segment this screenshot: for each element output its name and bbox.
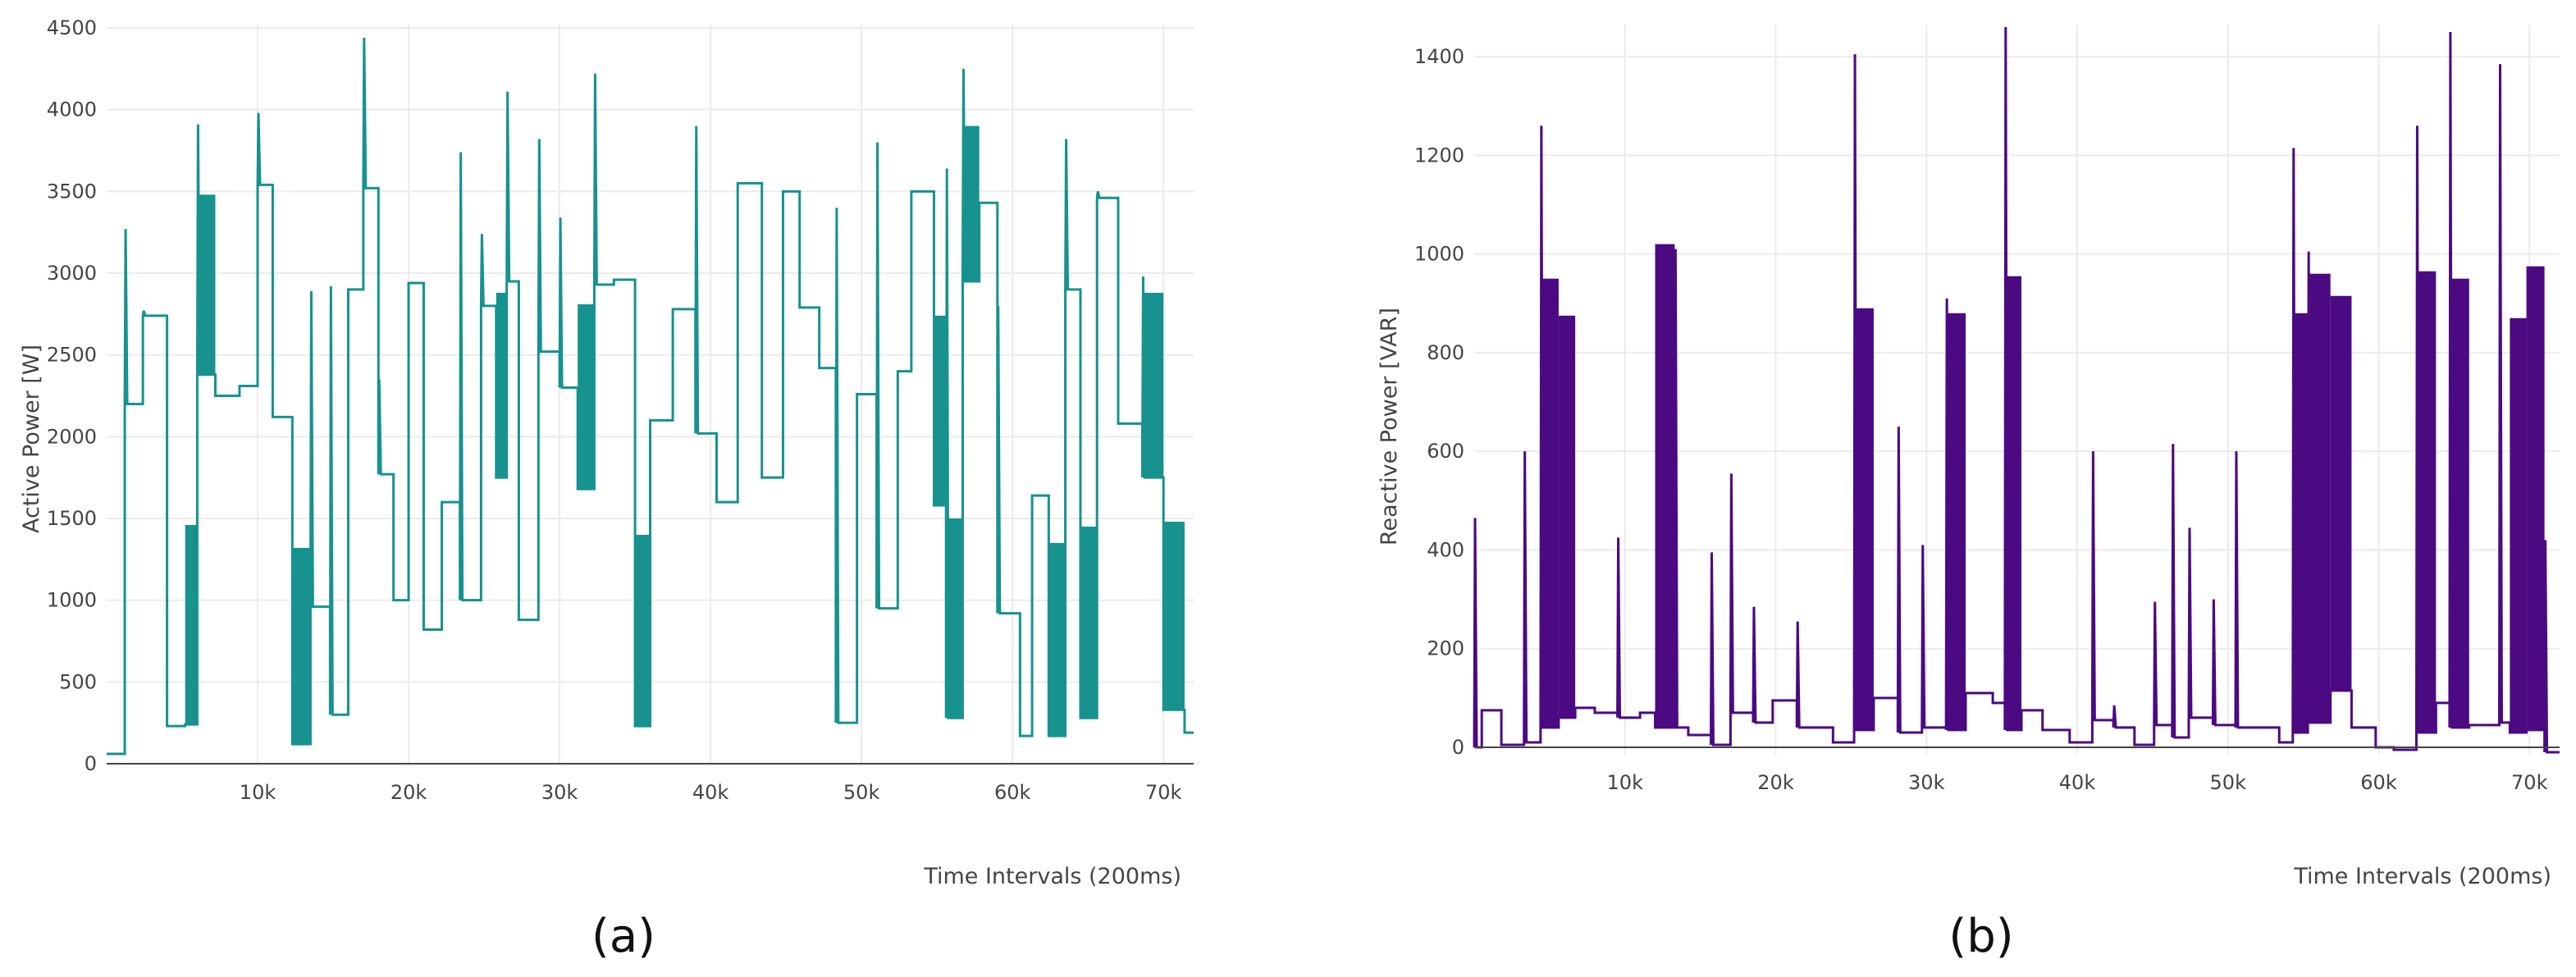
panel-caption: (b) [1948, 910, 2013, 963]
oscillation-band [2292, 313, 2309, 733]
oscillation-band [2308, 273, 2331, 723]
oscillation-band [635, 534, 651, 727]
oscillation-band [578, 304, 595, 490]
x-tick-label: 60k [994, 781, 1031, 804]
chart-panel-active-power: 10k 20k 30k 40k 50k 60k 70k 0 500 1000 1500 2000 250… [19, 16, 1194, 963]
x-tick-label: 50k [843, 781, 880, 804]
data-series-reactive-power [1473, 27, 2560, 754]
x-tick-label: 20k [391, 781, 427, 804]
oscillation-band [496, 292, 507, 478]
oscillation-band [197, 194, 216, 375]
y-tick-label: 3000 [47, 262, 97, 285]
y-tick-label: 500 [59, 670, 97, 693]
y-axis-title: Active Power [W] [19, 345, 44, 533]
y-axis-title: Reactive Power [VAR] [1377, 308, 1402, 546]
oscillation-band [2526, 266, 2545, 730]
panel-caption: (a) [591, 910, 655, 963]
oscillation-band [292, 547, 311, 745]
oscillation-band [1558, 315, 1576, 718]
x-axis-title: Time Intervals (200ms) [923, 864, 1181, 889]
y-tick-label: 0 [84, 752, 97, 775]
gridlines [107, 25, 1194, 765]
tick-labels: 10k 20k 30k 40k 50k 60k 70k 0 500 1000 1500 2000 250… [47, 16, 1182, 804]
x-tick-label: 20k [1757, 771, 1794, 794]
y-tick-label: 0 [1452, 736, 1464, 759]
y-tick-label: 400 [1427, 538, 1464, 561]
y-tick-label: 1500 [47, 507, 97, 530]
oscillation-band [1854, 308, 1874, 730]
oscillation-band [1946, 313, 1966, 730]
x-axis-title: Time Intervals (200ms) [2293, 864, 2551, 889]
y-tick-label: 800 [1427, 341, 1464, 364]
x-tick-label: 40k [2059, 771, 2096, 794]
x-tick-label: 70k [1145, 781, 1182, 804]
oscillation-band [946, 518, 963, 719]
x-tick-label: 10k [240, 781, 276, 804]
y-tick-label: 200 [1427, 637, 1464, 660]
series-line [107, 37, 1194, 756]
y-tick-label: 1400 [1414, 45, 1464, 68]
oscillation-band [1163, 521, 1185, 710]
tick-labels: 10k 20k 30k 40k 50k 60k 70k 0 200 400 600 800 1000 12… [1414, 45, 2548, 794]
y-tick-label: 2500 [47, 344, 97, 367]
x-tick-label: 30k [1908, 771, 1945, 794]
oscillation-band [2004, 276, 2022, 730]
y-tick-label: 4500 [47, 16, 97, 39]
x-tick-label: 40k [692, 781, 729, 804]
oscillation-band [934, 315, 947, 506]
x-tick-label: 30k [541, 781, 578, 804]
y-tick-label: 2000 [47, 425, 97, 448]
x-tick-label: 10k [1607, 771, 1644, 794]
oscillation-band [2510, 317, 2527, 733]
oscillation-band [2330, 295, 2352, 691]
oscillation-band [1540, 278, 1559, 728]
oscillation-band [2449, 278, 2469, 728]
x-tick-label: 50k [2210, 771, 2247, 794]
oscillation-band [1048, 542, 1066, 737]
y-tick-label: 600 [1427, 440, 1464, 463]
oscillation-band [962, 126, 980, 281]
x-tick-label: 60k [2360, 771, 2397, 794]
y-tick-label: 3500 [47, 180, 97, 203]
oscillation-band [1142, 292, 1164, 478]
y-tick-label: 4000 [47, 98, 97, 121]
x-tick-label: 70k [2511, 771, 2548, 794]
oscillation-band [2416, 271, 2437, 733]
oscillation-band [1655, 244, 1675, 728]
chart-panel-reactive-power: 10k 20k 30k 40k 50k 60k 70k 0 200 400 600 800 1000 12… [1377, 25, 2560, 963]
oscillation-band [1080, 526, 1098, 719]
data-series-active-power [107, 37, 1194, 756]
y-tick-label: 1000 [47, 589, 97, 612]
y-tick-label: 1000 [1414, 243, 1464, 266]
y-tick-label: 1200 [1414, 144, 1464, 167]
oscillation-band [185, 524, 198, 725]
